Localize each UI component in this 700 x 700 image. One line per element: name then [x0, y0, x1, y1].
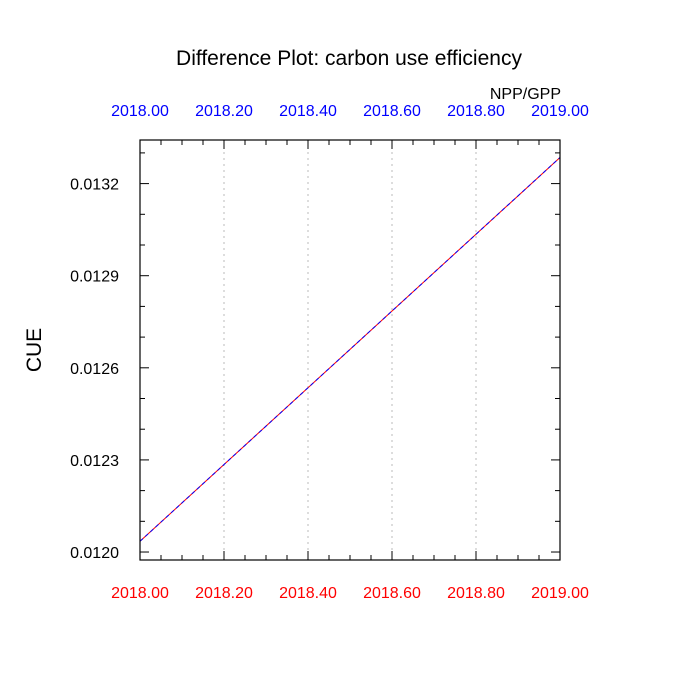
y-tick-label: 0.0132 — [70, 177, 119, 194]
x-tick-label-bottom: 2018.80 — [447, 585, 505, 602]
series-lines — [139, 157, 561, 542]
x-tick-label-top: 2018.80 — [447, 103, 505, 120]
x-tick-label-bottom: 2018.20 — [195, 585, 253, 602]
x-tick-label-top: 2018.00 — [111, 103, 169, 120]
x-tick-label-top: 2018.40 — [279, 103, 337, 120]
grid-lines — [223, 140, 477, 560]
tick-labels: 2018.00 2018.00 2018.20 2018.20 2018.40 2018.… — [70, 103, 589, 602]
chart-title: Difference Plot: carbon use efficiency — [176, 47, 522, 70]
x-tick-label-top: 2018.60 — [363, 103, 421, 120]
y-tick-label: 0.0123 — [70, 453, 119, 470]
chart-subtitle: NPP/GPP — [490, 86, 561, 103]
y-tick-label: 0.0120 — [70, 545, 119, 562]
x-tick-label-top: 2018.20 — [195, 103, 253, 120]
y-tick-label: 0.0126 — [70, 361, 119, 378]
series-line-2 — [139, 157, 561, 542]
x-tick-label-bottom: 2018.40 — [279, 585, 337, 602]
axis-ticks — [139, 140, 561, 560]
x-tick-label-bottom: 2019.00 — [531, 585, 589, 602]
x-tick-label-bottom: 2018.00 — [111, 585, 169, 602]
x-tick-label-bottom: 2018.60 — [363, 585, 421, 602]
y-axis-label: CUE — [23, 328, 46, 372]
y-tick-label: 0.0129 — [70, 269, 119, 286]
x-tick-label-top: 2019.00 — [531, 103, 589, 120]
